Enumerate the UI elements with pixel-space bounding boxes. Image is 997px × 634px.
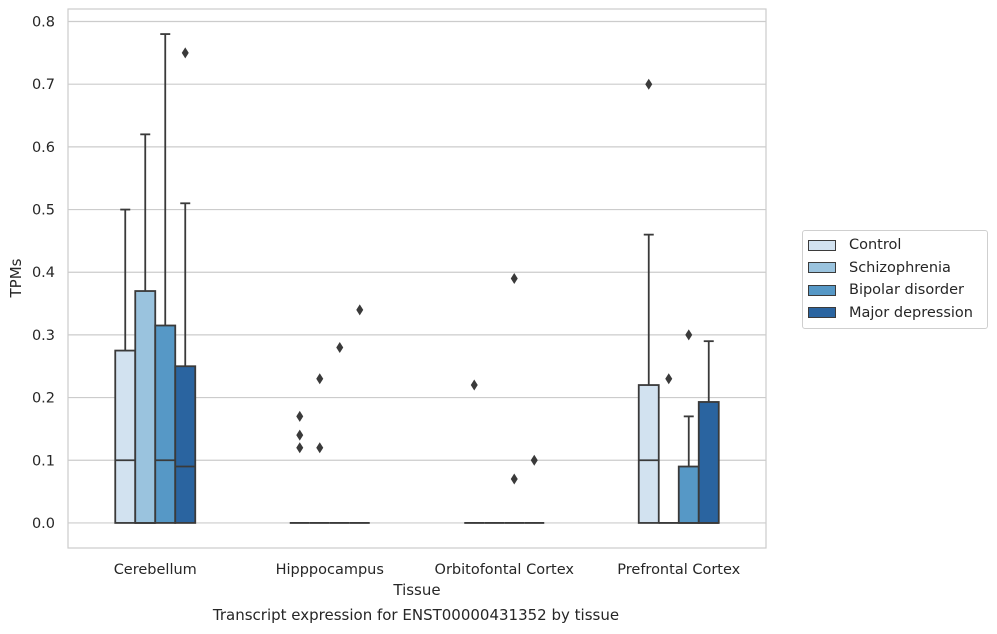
outlier-point <box>296 429 304 441</box>
box-control <box>637 78 660 524</box>
legend: Control Schizophrenia Bipolar disorder Majo… <box>802 230 988 329</box>
legend-swatch <box>808 239 836 251</box>
outlier-point <box>510 273 518 284</box>
box-body <box>134 290 157 524</box>
legend-swatch <box>808 284 836 296</box>
legend-label: Control <box>849 237 902 254</box>
x-tick-label: Cerebellum <box>114 562 197 578</box>
outlier-point <box>181 47 189 59</box>
y-tick-label: 0.1 <box>32 453 55 469</box>
outlier-point <box>356 304 364 316</box>
outlier-point <box>645 78 653 90</box>
box-major-depression <box>697 340 720 524</box>
box-control <box>464 379 485 524</box>
boxes <box>114 33 720 524</box>
y-tick-label: 0.5 <box>32 203 55 219</box>
outlier-point <box>316 373 324 385</box>
y-tick-label: 0.8 <box>32 15 55 31</box>
box-major-depression <box>524 454 545 524</box>
outlier-point <box>316 442 324 454</box>
box-bipolar-disorder <box>677 329 700 524</box>
plot-frame <box>67 8 767 549</box>
legend-label: Schizophrenia <box>849 259 951 276</box>
box-body <box>114 349 137 524</box>
figure-caption: Transcript expression for ENST0000043135… <box>212 606 620 624</box>
legend-label: Bipolar disorder <box>849 282 964 299</box>
legend-item: Schizophrenia <box>803 257 987 280</box>
box-body <box>637 384 660 524</box>
y-tick-labels: 0.0 0.1 0.2 0.3 0.4 0.5 0.6 0.7 0.8 <box>32 15 55 532</box>
box-major-depression <box>174 47 197 524</box>
box-schizophrenia <box>134 133 157 524</box>
outlier-point <box>296 410 304 422</box>
y-tick-label: 0.0 <box>32 516 55 532</box>
box-body <box>697 401 720 524</box>
legend-item: Bipolar disorder <box>803 279 987 302</box>
y-tick-label: 0.7 <box>32 77 55 93</box>
box-body <box>677 465 700 524</box>
box-body <box>154 324 177 524</box>
x-tick-label: Prefrontal Cortex <box>617 562 740 578</box>
outlier-point <box>470 379 478 391</box>
legend-swatch <box>808 307 836 319</box>
legend-label: Major depression <box>849 304 973 321</box>
box-body <box>174 365 197 524</box>
x-tick-label: Orbitofontal Cortex <box>435 562 575 578</box>
box-bipolar-disorder <box>504 273 525 524</box>
y-tick-label: 0.2 <box>32 391 55 407</box>
outlier-point <box>336 341 344 353</box>
legend-item: Major depression <box>803 302 987 325</box>
box-control <box>289 410 310 524</box>
outlier-point <box>530 454 538 466</box>
box-schizophrenia <box>309 373 330 524</box>
y-tick-label: 0.6 <box>32 140 55 156</box>
legend-item: Control <box>803 234 987 257</box>
box-bipolar-disorder <box>329 341 350 524</box>
outlier-point <box>665 373 673 385</box>
x-tick-label: Hipppocampus <box>276 562 384 578</box>
box-bipolar-disorder <box>154 33 177 524</box>
x-tick-labels: Cerebellum Hipppocampus Orbitofontal Corte… <box>114 562 741 578</box>
y-tick-label: 0.3 <box>32 328 55 344</box>
outlier-point <box>296 442 304 454</box>
box-major-depression <box>349 304 370 524</box>
y-axis-label: TPMs <box>7 258 25 298</box>
outlier-point <box>510 473 518 485</box>
x-axis-label: Tissue <box>392 581 440 599</box>
y-tick-label: 0.4 <box>32 265 55 281</box>
outlier-point <box>685 329 693 341</box>
legend-swatch <box>808 262 836 274</box>
box-control <box>114 208 137 524</box>
box-schizophrenia <box>658 373 679 524</box>
